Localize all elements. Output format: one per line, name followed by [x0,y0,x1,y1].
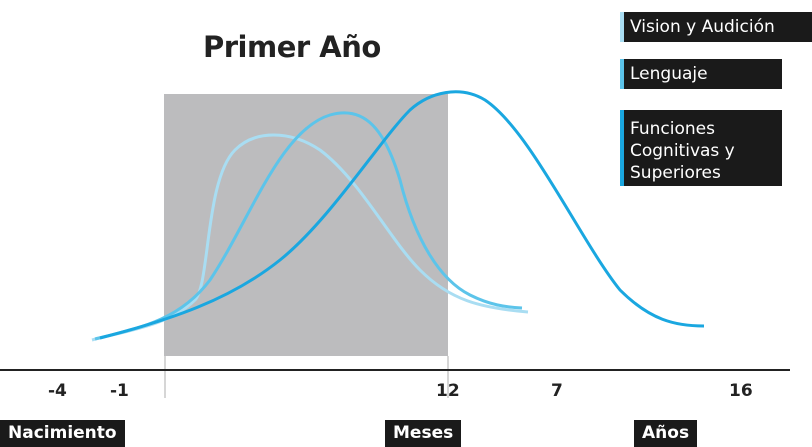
legend-label-cognitive: Funciones Cognitivas y Superiores [630,119,735,183]
tick-label-7: 7 [551,381,563,401]
legend-item-vision: Vision y Audición [620,12,812,42]
label-months: Meses [385,420,462,447]
label-birth: Nacimiento [0,420,125,447]
tick-label-12: 12 [436,381,460,401]
chart-title: Primer Año [203,30,381,64]
legend-item-language: Lenguaje [620,59,782,89]
curve-cognitive [99,90,705,340]
legend-swatch-vision [620,12,624,42]
legend-label-language: Lenguaje [630,64,708,84]
tick-label-minus-4: -4 [48,381,67,401]
legend-swatch-cognitive [620,110,624,186]
legend-swatch-language [620,59,624,89]
tick-label-16: 16 [729,381,753,401]
legend-label-vision: Vision y Audición [630,17,775,37]
tick-label-minus-1: -1 [110,381,129,401]
curve-vision [91,133,529,342]
curve-language [94,111,523,341]
first-year-band [164,94,448,356]
label-years: Años [634,420,698,447]
legend-item-cognitive: Funciones Cognitivas y Superiores [620,110,782,186]
